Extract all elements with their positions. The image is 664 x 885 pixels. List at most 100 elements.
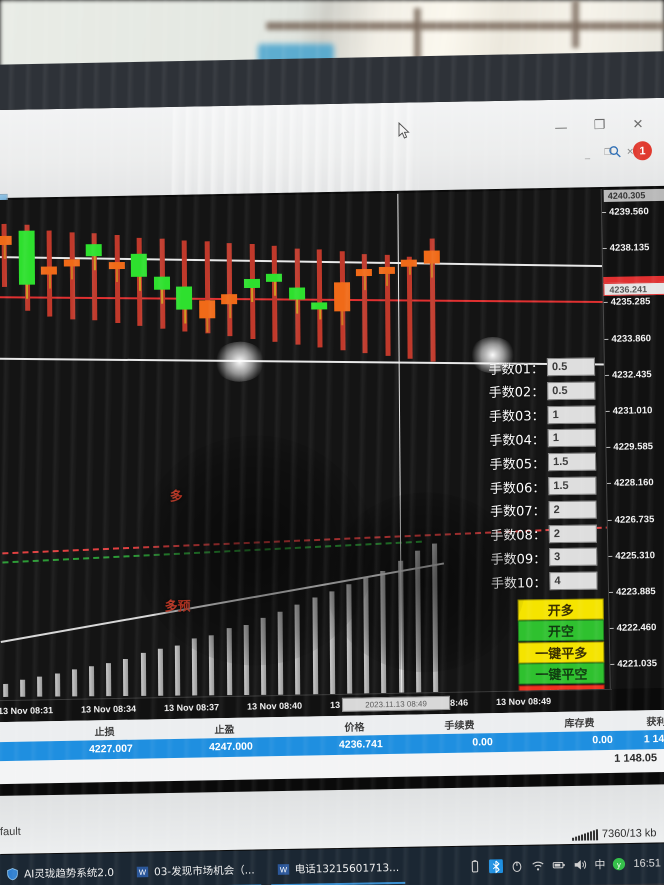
lot-size-label: 手数09： [490, 552, 547, 568]
price-axis-tick-label: 4232.435 [611, 368, 652, 381]
taskbar-item-label: 03-发现市场机会（... [153, 863, 255, 878]
price-axis-tick [605, 374, 610, 376]
price-axis-tick [605, 410, 610, 412]
taskbar-item-doc-2[interactable]: W 电话13215601713... [270, 851, 406, 885]
candle-body [400, 259, 417, 267]
price-axis[interactable]: 4240.305 4239.560 4238.135 4235.285 4233.86… [600, 187, 664, 689]
candle-body [18, 230, 35, 285]
clock[interactable]: 16:51 [633, 857, 662, 870]
window-frame-horizontal [266, 22, 664, 30]
candle-body [85, 243, 102, 256]
mouse-cursor [398, 122, 410, 139]
taskbar[interactable]: AI灵珑趋势系统2.0 W 03-发现市场机会（... W 电话13215601… [0, 842, 664, 885]
candle-body [198, 299, 215, 318]
lot-size-row-2: 手数02： 0.5 [463, 378, 603, 404]
price-axis-tick [607, 483, 612, 485]
price-axis-tick-label: 4228.160 [613, 477, 654, 490]
lot-size-label: 手数06： [489, 480, 546, 497]
candle-body [176, 286, 193, 310]
search-icon[interactable] [608, 145, 622, 159]
price-axis-tick [610, 664, 615, 666]
lot-size-input-8[interactable]: 2 [548, 524, 597, 543]
price-axis-tick-label: 4221.035 [617, 658, 658, 671]
table-cell: 0.00 [472, 736, 493, 749]
minimize-button[interactable]: — [554, 120, 568, 136]
histogram-bar [106, 662, 112, 697]
candle-body [311, 301, 328, 310]
histogram-bar [243, 625, 250, 696]
lot-size-input-1[interactable]: 0.5 [546, 357, 596, 377]
order-button-1[interactable]: 开多 [517, 598, 604, 621]
order-button-4[interactable]: 一键平空 [518, 662, 605, 685]
histogram-bar [380, 570, 387, 694]
lot-size-input-9[interactable]: 3 [549, 547, 598, 567]
indicator-bar [226, 242, 233, 336]
histogram-bar [226, 628, 232, 696]
lot-size-label: 手数10： [490, 575, 547, 592]
price-axis-tick [604, 338, 609, 340]
taskbar-item-ai-system[interactable]: AI灵珑趋势系统2.0 [0, 856, 121, 885]
histogram-bar [191, 638, 198, 696]
lot-size-label: 手数04： [489, 433, 545, 449]
histogram-bar [346, 584, 353, 695]
taskbar-item-label: 电话13215601713... [294, 861, 400, 876]
price-axis-tick [603, 302, 608, 304]
histogram-bar [123, 659, 129, 696]
lot-size-input-3[interactable]: 1 [547, 405, 596, 424]
price-axis-tick [607, 519, 612, 521]
price-axis-tick-label: 4239.560 [608, 206, 649, 218]
lot-size-input-5[interactable]: 1.5 [547, 452, 597, 472]
candle-body [40, 266, 57, 275]
histogram-bar [414, 550, 422, 694]
histogram-trend-line [0, 562, 445, 643]
screen: — ❐ ✕ _ ❐ ✕ 1 ▾ [0, 97, 664, 871]
lot-size-input-7[interactable]: 2 [548, 500, 597, 519]
order-button-3[interactable]: 一键平多 [518, 641, 605, 664]
lot-size-input-4[interactable]: 1 [547, 429, 596, 448]
maximize-button[interactable]: ❐ [593, 117, 606, 134]
lot-size-row-8: 手数08： 2 [465, 521, 605, 547]
lot-size-label: 手数02： [488, 385, 545, 402]
price-axis-tick-label: 4226.735 [614, 513, 655, 526]
time-axis-label: 13 Nov 08:34 [81, 703, 137, 715]
lot-size-input-6[interactable]: 1.5 [548, 476, 597, 496]
wifi-icon[interactable] [531, 858, 545, 872]
lot-size-input-2[interactable]: 0.5 [547, 381, 596, 400]
price-axis-tick-label: 4233.860 [611, 332, 652, 345]
ime-icon[interactable]: y [612, 857, 626, 871]
ime-indicator[interactable]: 中 [594, 859, 606, 872]
lot-size-row-3: 手数03： 1 [463, 402, 603, 428]
candle-body [333, 282, 350, 311]
table-cell: 4236.741 [338, 738, 383, 751]
order-button-2[interactable]: 开空 [517, 619, 605, 642]
close-button[interactable]: ✕ [632, 117, 644, 133]
order-panel[interactable]: 手数01： 0.5 手数02： 0.5 手数03： 1 手数04： 1 手数05： 1.5 手数06… [463, 355, 607, 707]
svg-text:y: y [617, 860, 621, 869]
indicator-bar [316, 249, 323, 347]
lot-size-row-1: 手数01： 0.5 [463, 355, 603, 381]
histogram-bar [363, 577, 370, 695]
position-table[interactable]: 止损 止盈 价格 手续费 库存费 获利 4227.007 4247.000 4236.741 0… [0, 709, 664, 785]
lot-size-label: 手数07： [490, 504, 546, 521]
battery-icon[interactable] [468, 860, 482, 874]
candle-body [221, 293, 238, 305]
volume-icon[interactable] [573, 858, 587, 872]
system-tray[interactable]: 中 y 16:51 [468, 855, 664, 875]
lot-size-input-10[interactable]: 4 [549, 571, 598, 591]
taskbar-item-label: AI灵珑趋势系统2.0 [23, 866, 115, 881]
taskbar-item-doc-1[interactable]: W 03-发现市场机会（... [129, 854, 261, 885]
inner-minimize-button[interactable]: _ [584, 149, 591, 160]
table-header-cell: 止盈 [214, 724, 235, 737]
mouse-icon[interactable] [510, 859, 524, 873]
svg-text:W: W [279, 865, 287, 874]
candle-body [153, 276, 170, 290]
bluetooth-icon[interactable] [489, 859, 504, 874]
table-cell: 4227.007 [88, 742, 133, 756]
histogram-bar [3, 683, 9, 697]
price-axis-tick [602, 248, 607, 250]
histogram-bar [312, 597, 318, 695]
power-icon[interactable] [552, 858, 566, 872]
notification-badge[interactable]: 1 [632, 141, 653, 161]
network-speed-text: 7360/13 kb [601, 827, 657, 841]
